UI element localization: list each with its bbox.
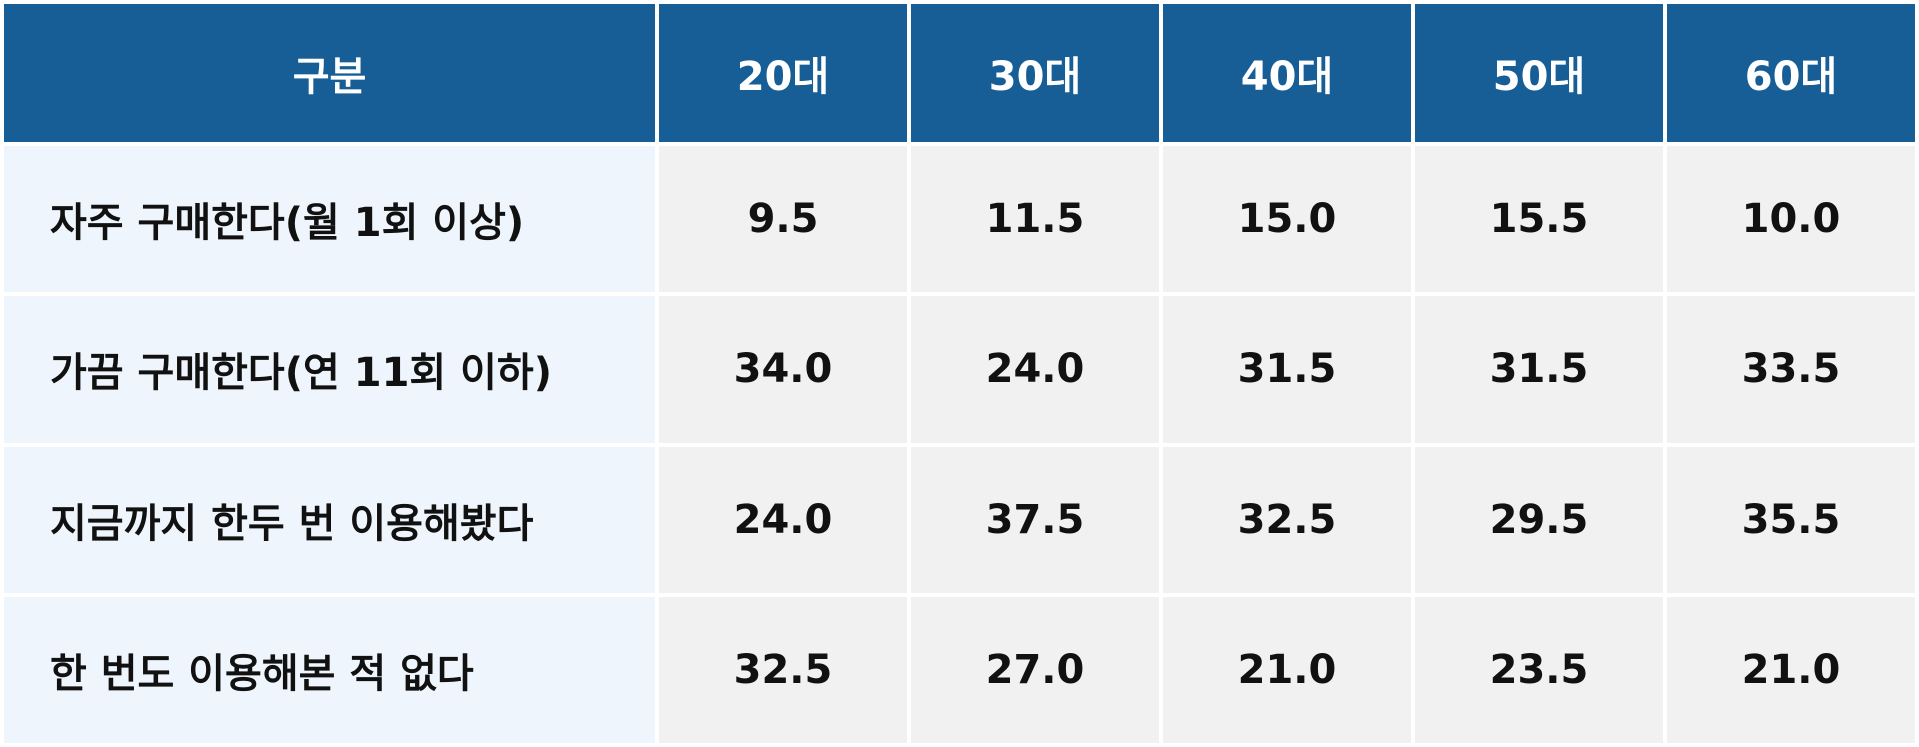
row-label: 한 번도 이용해본 적 없다 [4,596,655,743]
value-cell: 33.5 [1667,296,1915,443]
table-row: 지금까지 한두 번 이용해봤다 24.0 37.5 32.5 29.5 35.5 [4,446,1915,593]
value-cell: 24.0 [659,446,907,593]
value-cell: 15.0 [1163,146,1411,293]
value-cell: 15.5 [1415,146,1663,293]
row-label: 자주 구매한다(월 1회 이상) [4,146,655,293]
value-cell: 31.5 [1163,296,1411,443]
table-row: 한 번도 이용해본 적 없다 32.5 27.0 21.0 23.5 21.0 [4,596,1915,743]
header-cell: 60대 [1667,4,1915,142]
value-cell: 11.5 [911,146,1159,293]
value-cell: 37.5 [911,446,1159,593]
header-row: 구분 20대 30대 40대 50대 60대 [4,4,1915,142]
header-cell: 20대 [659,4,907,142]
value-cell: 23.5 [1415,596,1663,743]
header-cell: 40대 [1163,4,1411,142]
value-cell: 27.0 [911,596,1159,743]
value-cell: 31.5 [1415,296,1663,443]
table-body: 자주 구매한다(월 1회 이상) 9.5 11.5 15.0 15.5 10.0 가끔 구매… [4,146,1915,743]
row-label: 지금까지 한두 번 이용해봤다 [4,446,655,593]
row-label: 가끔 구매한다(연 11회 이하) [4,296,655,443]
header-cell: 구분 [4,4,655,142]
table-row: 자주 구매한다(월 1회 이상) 9.5 11.5 15.0 15.5 10.0 [4,146,1915,293]
value-cell: 32.5 [659,596,907,743]
value-cell: 35.5 [1667,446,1915,593]
value-cell: 10.0 [1667,146,1915,293]
value-cell: 9.5 [659,146,907,293]
table-row: 가끔 구매한다(연 11회 이하) 34.0 24.0 31.5 31.5 33.5 [4,296,1915,443]
header-cell: 50대 [1415,4,1663,142]
header-cell: 30대 [911,4,1159,142]
value-cell: 34.0 [659,296,907,443]
value-cell: 32.5 [1163,446,1411,593]
value-cell: 29.5 [1415,446,1663,593]
value-cell: 21.0 [1667,596,1915,743]
value-cell: 21.0 [1163,596,1411,743]
value-cell: 24.0 [911,296,1159,443]
